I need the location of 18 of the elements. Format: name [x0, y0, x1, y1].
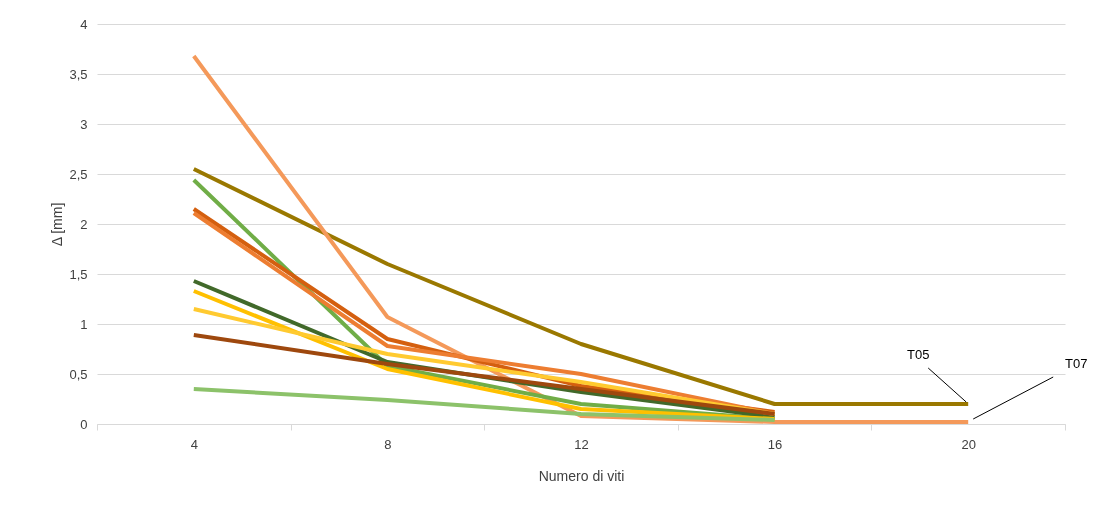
x-tick-label: 12: [574, 436, 589, 452]
y-tick-label: 0: [80, 416, 88, 432]
y-tick-label: 0,5: [69, 366, 88, 382]
y-tick-label: 3,5: [69, 66, 88, 82]
y-tick-label: 4: [80, 16, 88, 32]
y-tick-label: 2: [80, 216, 88, 232]
x-tick-label: 8: [384, 436, 392, 452]
annotation: T07: [1065, 356, 1088, 371]
x-tick-label: 16: [767, 436, 783, 452]
annotation: T05: [907, 347, 930, 362]
y-tick-label: 1: [80, 316, 88, 332]
x-axis-title: Numero di viti: [538, 467, 625, 484]
y-tick-label: 3: [80, 116, 88, 132]
x-tick-label: 20: [961, 436, 976, 452]
y-axis-title: Δ [mm]: [49, 202, 66, 247]
x-tick-label: 4: [190, 436, 198, 452]
y-tick-label: 1,5: [69, 266, 88, 282]
y-tick-label: 2,5: [69, 166, 88, 182]
